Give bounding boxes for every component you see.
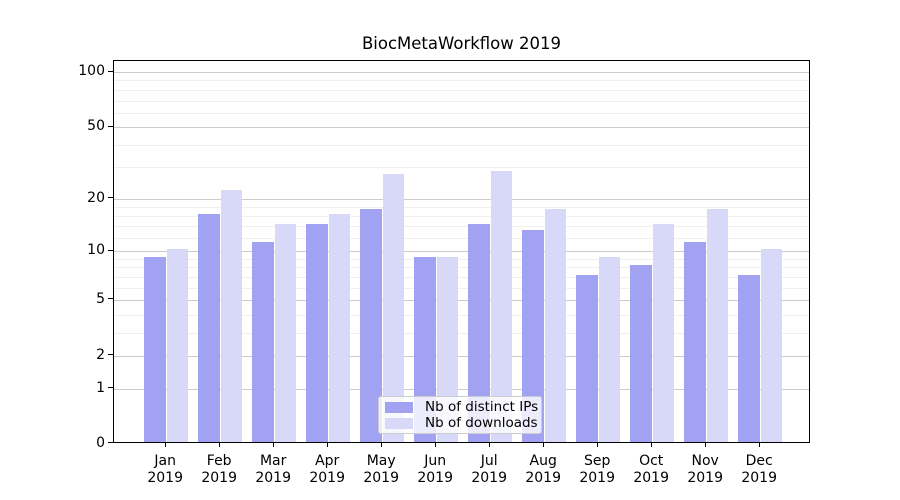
- major-gridline: [114, 198, 809, 200]
- x-tick-label-jun: Jun 2019: [417, 453, 453, 486]
- y-tick-label: 20: [87, 189, 105, 206]
- ips-swatch-icon: [385, 401, 413, 413]
- minor-gridline: [114, 258, 809, 260]
- x-tick-mark: [758, 443, 760, 447]
- major-gridline: [114, 388, 809, 390]
- bar-downloads-dec: [760, 249, 783, 442]
- bar-downloads-jan: [166, 249, 189, 442]
- x-tick-mark: [488, 443, 490, 447]
- minor-gridline: [114, 237, 809, 239]
- x-tick-label-jan: Jan 2019: [147, 453, 183, 486]
- minor-gridline: [114, 314, 809, 316]
- bar-ips-apr: [306, 224, 328, 442]
- x-tick-label-oct: Oct 2019: [633, 453, 669, 486]
- bar-ips-jun: [414, 256, 436, 442]
- x-tick-label-apr: Apr 2019: [309, 453, 345, 486]
- x-tick-mark: [704, 443, 706, 447]
- bar-ips-jul: [468, 224, 490, 442]
- major-gridline: [114, 251, 809, 252]
- legend: Nb of distinct IPs Nb of downloads: [378, 396, 542, 434]
- minor-gridline: [114, 215, 809, 217]
- x-tick-label-mar: Mar 2019: [255, 453, 291, 486]
- major-gridline: [114, 299, 809, 301]
- x-tick-mark: [434, 443, 436, 447]
- bar-downloads-mar: [274, 224, 297, 442]
- bar-downloads-jun: [436, 256, 459, 442]
- bar-downloads-oct: [652, 224, 675, 442]
- x-tick-mark: [272, 443, 274, 447]
- minor-gridline: [114, 89, 809, 91]
- x-tick-label-jul: Jul 2019: [471, 453, 507, 486]
- x-tick-mark: [380, 443, 382, 447]
- x-tick-label-dec: Dec 2019: [741, 453, 777, 486]
- y-tick-mark: [108, 298, 113, 300]
- bar-downloads-aug: [544, 209, 567, 442]
- bar-ips-feb: [198, 213, 220, 442]
- bar-downloads-nov: [706, 209, 729, 442]
- legend-entry-ips: Nb of distinct IPs: [385, 399, 538, 415]
- major-gridline: [114, 127, 809, 129]
- y-tick-mark: [108, 197, 113, 199]
- x-tick-mark: [164, 443, 166, 447]
- bar-ips-may: [360, 209, 382, 442]
- bar-ips-aug: [522, 229, 544, 442]
- y-tick-mark: [108, 387, 113, 389]
- x-tick-label-nov: Nov 2019: [687, 453, 723, 486]
- minor-gridline: [114, 287, 809, 289]
- y-tick-label: 10: [87, 242, 105, 258]
- x-tick-mark: [542, 443, 544, 447]
- bar-ips-mar: [252, 242, 274, 442]
- minor-gridline: [114, 267, 809, 269]
- bar-downloads-jul: [490, 170, 513, 442]
- legend-label-ips: Nb of distinct IPs: [425, 399, 539, 415]
- y-tick-label: 50: [87, 118, 105, 135]
- chart-title: BiocMetaWorkflow 2019: [361, 34, 562, 53]
- x-tick-mark: [650, 443, 652, 447]
- legend-entry-downloads: Nb of downloads: [385, 415, 538, 431]
- downloads-swatch-icon: [385, 417, 413, 429]
- bar-ips-sep: [576, 274, 598, 442]
- x-tick-label-sep: Sep 2019: [579, 453, 615, 486]
- minor-gridline: [114, 100, 809, 102]
- minor-gridline: [114, 206, 809, 208]
- y-tick-label: 5: [96, 290, 105, 307]
- y-tick-label: 1: [96, 379, 105, 396]
- y-tick-label: 0: [96, 434, 105, 451]
- minor-gridline: [114, 80, 809, 82]
- minor-gridline: [114, 332, 809, 334]
- x-tick-label-may: May 2019: [363, 453, 399, 486]
- bar-ips-dec: [738, 274, 760, 442]
- bar-ips-nov: [684, 242, 706, 442]
- bar-downloads-apr: [328, 213, 351, 442]
- minor-gridline: [114, 144, 809, 146]
- bar-downloads-may: [382, 173, 405, 442]
- major-gridline: [114, 72, 809, 73]
- bar-ips-jan: [144, 256, 166, 442]
- y-tick-mark: [108, 249, 113, 251]
- minor-gridline: [114, 112, 809, 114]
- bar-downloads-sep: [598, 256, 621, 442]
- minor-gridline: [114, 226, 809, 227]
- legend-label-downloads: Nb of downloads: [425, 415, 538, 431]
- x-tick-label-aug: Aug 2019: [525, 453, 561, 486]
- x-tick-label-feb: Feb 2019: [201, 453, 237, 486]
- bar-ips-oct: [630, 265, 652, 442]
- y-tick-label: 2: [96, 346, 105, 363]
- major-gridline: [114, 355, 809, 357]
- minor-gridline: [114, 276, 809, 278]
- y-tick-mark: [108, 70, 113, 72]
- y-tick-mark: [108, 442, 113, 443]
- x-tick-mark: [326, 443, 328, 447]
- y-tick-mark: [108, 354, 113, 356]
- bar-downloads-feb: [220, 189, 243, 442]
- x-tick-mark: [218, 443, 220, 447]
- plot-area: [113, 60, 810, 443]
- x-tick-mark: [596, 443, 598, 447]
- minor-gridline: [114, 167, 809, 169]
- y-tick-label: 100: [78, 63, 105, 79]
- y-tick-mark: [108, 125, 113, 127]
